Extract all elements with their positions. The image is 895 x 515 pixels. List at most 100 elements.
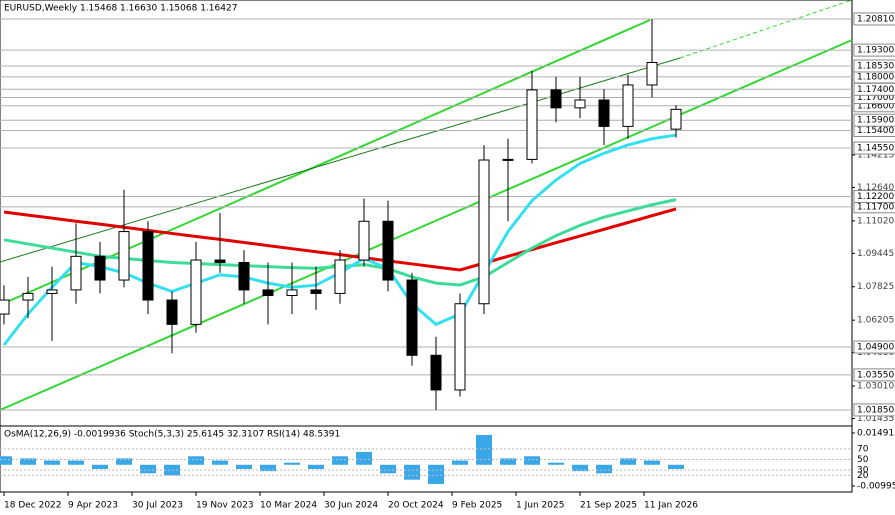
x-tick-label: 1 Jun 2025 bbox=[516, 501, 564, 511]
indicator-tick-label: -0.009951 bbox=[857, 482, 895, 492]
candle-body bbox=[286, 289, 298, 296]
y-tick-label: 1.06205 bbox=[857, 316, 894, 326]
chart-title: EURUSD,Weekly 1.15468 1.16630 1.15068 1.… bbox=[4, 4, 237, 14]
osma-bar bbox=[332, 456, 348, 465]
level-label-box bbox=[853, 368, 895, 382]
level-label: 1.01850 bbox=[857, 405, 894, 415]
indicator-title: OsMA(12,26,9) -0.0019936 Stoch(5,3,3) 25… bbox=[4, 430, 340, 440]
candle-body bbox=[262, 289, 274, 296]
x-tick-label: 30 Jun 2024 bbox=[324, 501, 378, 511]
level-label: 1.03550 bbox=[857, 370, 894, 380]
candle-body bbox=[214, 259, 226, 264]
channel-mid bbox=[0, 57, 681, 263]
x-tick-label: 30 Jul 2023 bbox=[132, 501, 183, 511]
x-tick-label: 9 Feb 2025 bbox=[452, 501, 502, 511]
candle-body bbox=[70, 255, 82, 291]
level-label-box bbox=[853, 43, 895, 57]
candle-body bbox=[46, 289, 58, 294]
osma-bar bbox=[644, 460, 660, 465]
osma-bar bbox=[380, 464, 396, 474]
candle-body bbox=[0, 299, 10, 315]
osma-bar bbox=[452, 460, 468, 465]
candle-body bbox=[406, 279, 418, 356]
candle-body bbox=[574, 99, 586, 109]
osma-bar bbox=[140, 464, 156, 474]
osma-bar bbox=[68, 460, 84, 465]
candle-body bbox=[22, 292, 34, 301]
level-label: 1.17400 bbox=[857, 85, 894, 95]
y-tick-label: 1.14215 bbox=[857, 150, 894, 160]
level-label: 1.14550 bbox=[857, 144, 894, 154]
level-label: 1.16600 bbox=[857, 101, 894, 111]
osma-bar bbox=[548, 462, 564, 465]
y-tick-label: 1.12640 bbox=[857, 183, 894, 193]
y-tick-label: 1.07825 bbox=[857, 282, 894, 292]
level-label: 1.19300 bbox=[857, 46, 894, 56]
main-pane bbox=[0, 18, 852, 411]
level-label-box bbox=[853, 403, 895, 417]
candle-body bbox=[430, 354, 442, 391]
y-tick-label: 1.09445 bbox=[857, 249, 894, 259]
candle-body bbox=[622, 84, 634, 127]
candle-body bbox=[646, 61, 658, 86]
level-label-box bbox=[853, 59, 895, 73]
osma-bar bbox=[620, 458, 636, 465]
candle-body bbox=[502, 158, 514, 161]
osma-bar bbox=[236, 464, 252, 470]
candle-body bbox=[598, 99, 610, 127]
candle-body bbox=[142, 231, 154, 301]
candle-body bbox=[310, 289, 322, 294]
osma-bar bbox=[524, 456, 540, 465]
x-tick-label: 18 Dec 2022 bbox=[4, 501, 62, 511]
y-tick-label: 1.03010 bbox=[857, 382, 894, 392]
x-tick-label: 11 Jan 2026 bbox=[644, 501, 698, 511]
stoch-tick-label: 70 bbox=[857, 444, 869, 454]
stoch-tick-label: 50 bbox=[857, 455, 869, 465]
candle-body bbox=[358, 220, 370, 261]
osma-bar bbox=[92, 464, 108, 470]
x-tick-label: 19 Nov 2023 bbox=[196, 501, 254, 511]
candle-body bbox=[526, 89, 538, 160]
osma-bar bbox=[212, 460, 228, 465]
candle-body bbox=[238, 262, 250, 291]
stoch-tick-label: 20 bbox=[857, 471, 869, 481]
level-label: 1.12200 bbox=[857, 192, 894, 202]
level-label-box bbox=[853, 141, 895, 155]
x-tick-label: 10 Mar 2024 bbox=[260, 501, 317, 511]
osma-bar bbox=[260, 464, 276, 472]
level-label: 1.17000 bbox=[857, 93, 894, 103]
osma-bar bbox=[428, 464, 444, 484]
level-label-box bbox=[853, 113, 895, 127]
candle-body bbox=[454, 303, 466, 391]
osma-bar bbox=[572, 464, 588, 472]
osma-bar bbox=[308, 464, 324, 470]
osma-bar bbox=[668, 464, 684, 470]
x-tick-label: 20 Oct 2024 bbox=[388, 501, 444, 511]
x-tick-label: 21 Sep 2025 bbox=[580, 501, 637, 511]
candle-body bbox=[550, 89, 562, 109]
y-tick-label: 1.01435 bbox=[857, 414, 894, 424]
candle-body bbox=[166, 299, 178, 325]
osma-bar bbox=[20, 458, 36, 465]
osma-bar bbox=[500, 458, 516, 465]
level-label: 1.18000 bbox=[857, 72, 894, 82]
indicator-tick-label: 0.014911 bbox=[857, 429, 895, 439]
candle-body bbox=[118, 231, 130, 281]
osma-bar bbox=[188, 456, 204, 465]
osma-bar bbox=[116, 458, 132, 465]
level-label: 1.15900 bbox=[857, 116, 894, 126]
level-label: 1.11700 bbox=[857, 202, 894, 212]
candle-body bbox=[190, 259, 202, 325]
stoch-tick-label: 30 bbox=[857, 466, 869, 476]
candle-body bbox=[382, 220, 394, 281]
osma-bar bbox=[0, 456, 12, 465]
osma-bar bbox=[596, 464, 612, 474]
level-label-box bbox=[853, 12, 895, 26]
osma-bar bbox=[44, 460, 60, 465]
osma-bar bbox=[476, 434, 492, 465]
candle-body bbox=[478, 159, 490, 305]
x-tick-label: 9 Apr 2023 bbox=[68, 501, 118, 511]
level-label: 1.15400 bbox=[857, 126, 894, 136]
level-label: 1.04900 bbox=[857, 343, 894, 353]
